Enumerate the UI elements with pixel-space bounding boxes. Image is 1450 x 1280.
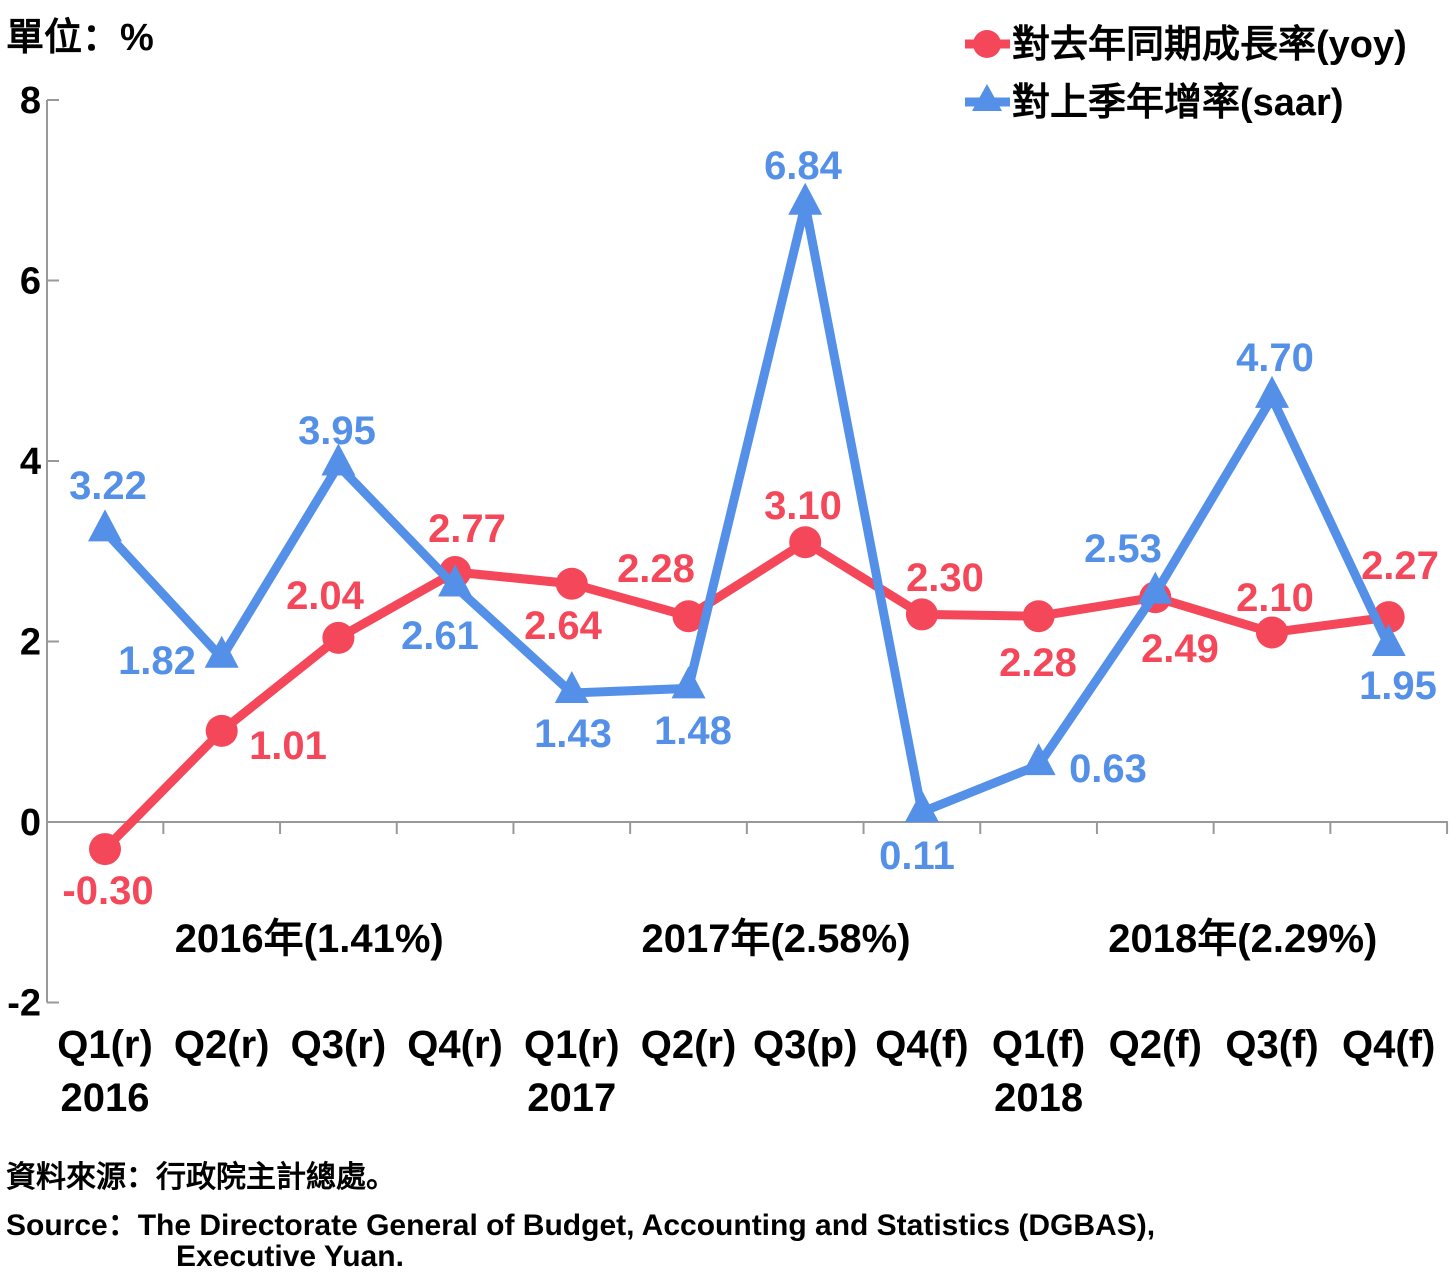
data-label: 2.61 [401,614,479,658]
yoy-point [1022,600,1055,633]
saar-point [204,635,239,668]
legend-label: 對去年同期成長率(yoy) [1012,24,1407,66]
x-tick-label: Q3(r) [291,1023,387,1067]
source-en-1: Source：The Directorate General of Budget… [6,1209,1156,1242]
legend-triangle-icon [972,84,1002,111]
saar-point [88,509,122,542]
yoy-point [555,567,588,600]
legend-label: 對上季年增率(saar) [1012,82,1344,124]
data-label: 3.95 [298,409,376,453]
data-label: 0.11 [879,834,955,878]
y-tick-label: 6 [20,261,41,303]
data-label: 4.70 [1236,336,1314,380]
data-label: 2.28 [999,641,1077,685]
saar-point [788,182,823,215]
unit-label: 單位：% [6,17,154,59]
year-label: 2016 [61,1076,150,1120]
saar-point [1138,571,1173,604]
line-chart: -2 0 2 4 6 8 Q1(r) Q2(r) Q3(r) Q4(r) Q1(r) Q2(r) Q3(… [7,24,1449,1120]
data-label: 2.10 [1236,576,1314,620]
x-tick-label: Q3(p) [753,1023,857,1067]
data-label: 2.27 [1361,544,1439,588]
data-label: 2.30 [906,556,984,600]
x-tick-label: Q2(r) [174,1023,270,1067]
saar-point [1021,743,1056,776]
x-tick-label: Q1(r) [57,1023,153,1067]
year-label: 2017 [527,1076,616,1120]
saar-point [1371,624,1406,657]
yoy-point [672,600,705,633]
data-label: -0.30 [62,869,153,913]
legend-circle-icon [973,30,1001,58]
saar-point [554,670,589,703]
series-line-saar [101,203,1393,819]
x-tick-label: Q4(r) [407,1023,503,1067]
data-label: 3.10 [764,484,842,528]
annual-growth-label: 2018年(2.29%) [1108,917,1377,961]
source-zh: 資料來源：行政院主計總處。 [6,1161,396,1194]
y-tick-label: 0 [20,802,41,844]
x-tick-label: Q2(r) [641,1023,737,1067]
annual-growth-label: 2016年(1.41%) [175,917,444,961]
x-tick-label: Q1(f) [992,1023,1085,1067]
y-tick-label: 4 [20,441,41,483]
annual-growth-label: 2017年(2.58%) [642,917,911,961]
saar-point [1255,375,1289,408]
data-label: 1.82 [118,639,196,683]
data-label: 2.49 [1141,627,1219,671]
data-label: 2.77 [428,507,506,551]
data-label: 2.04 [286,574,365,618]
y-tick-label: -2 [7,983,41,1025]
x-tick-label: Q4(f) [875,1023,968,1067]
saar-point [904,790,939,823]
data-label: 2.53 [1084,527,1162,571]
yoy-point [789,526,822,559]
saar-point [438,564,473,597]
yoy-point [205,714,238,747]
data-label: 0.63 [1069,747,1147,791]
series-line-yoy [101,536,1390,853]
data-label: 3.22 [69,464,147,508]
data-label: 1.48 [654,709,732,753]
x-tick-label: Q4(f) [1342,1023,1435,1067]
data-label: 2.64 [524,604,603,648]
x-tick-label: Q3(f) [1225,1023,1318,1067]
x-tick-label: Q1(r) [524,1023,620,1067]
yoy-point [905,598,938,631]
data-label: 2.28 [617,547,695,591]
data-label: 1.95 [1359,664,1437,708]
year-label: 2018 [994,1076,1083,1120]
x-tick-label: Q2(f) [1109,1023,1202,1067]
yoy-point [322,621,355,654]
saar-point [671,666,706,699]
data-label: 1.43 [534,712,612,756]
data-label: 6.84 [764,144,843,188]
y-tick-label: 2 [20,622,41,664]
data-label: 1.01 [249,724,327,768]
saar-point [321,443,356,476]
y-tick-label: 8 [20,80,41,122]
source-en-2: Executive Yuan. [176,1240,404,1273]
yoy-point [1256,616,1288,649]
yoy-point [89,833,121,866]
